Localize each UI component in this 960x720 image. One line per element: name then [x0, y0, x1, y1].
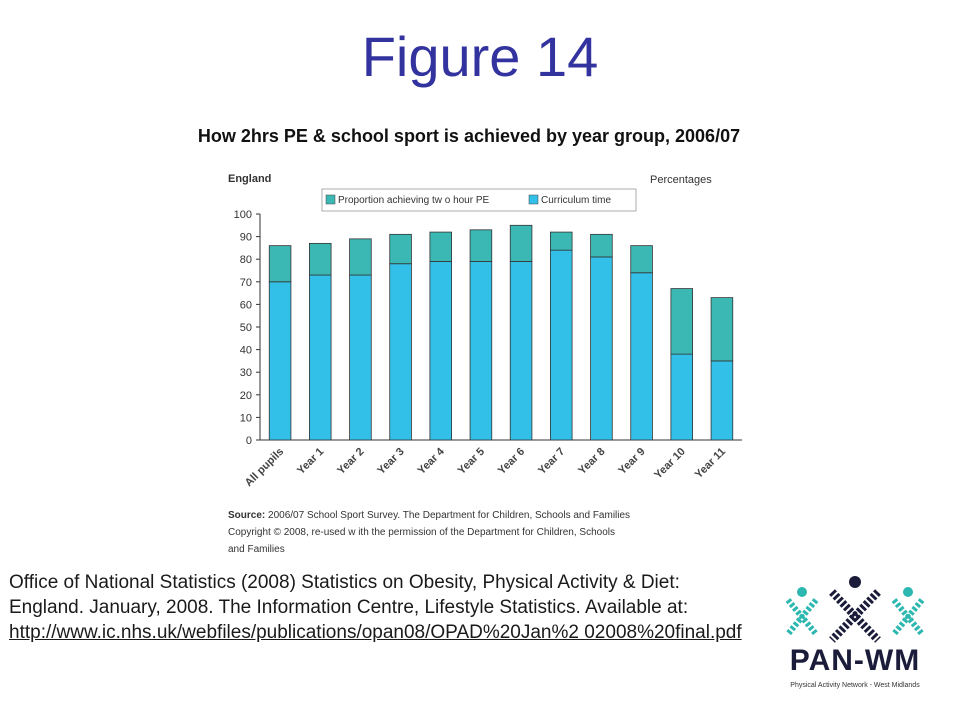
- slide-title: Figure 14: [361, 25, 599, 88]
- chart-caption: How 2hrs PE & school sport is achieved b…: [197, 126, 741, 146]
- bar-segment-two-hour-pe: [710, 297, 734, 362]
- x-tick-label: All pupils: [243, 446, 286, 489]
- logo-text: PAN-WM: [789, 644, 921, 677]
- y-tick-label: 20: [240, 390, 252, 402]
- citation-text: Office of National Statistics (2008) Sta…: [9, 572, 689, 618]
- x-tick-label: Year 3: [375, 446, 406, 477]
- x-tick-label: Year 7: [536, 446, 567, 477]
- bar-segment-curriculum-time: [268, 281, 292, 441]
- y-tick-label: 40: [240, 345, 252, 357]
- bar-segment-curriculum-time: [309, 274, 332, 441]
- x-tick-label: Year 6: [496, 446, 527, 477]
- y-tick-label: 60: [240, 299, 252, 311]
- chart-legend: Proportion achieving tw o hour PE Curric…: [321, 188, 637, 212]
- legend-swatch-two-hour-pe: [325, 194, 336, 205]
- units-label: Percentages: [650, 174, 712, 186]
- y-tick-label: 90: [240, 232, 252, 244]
- region-label: England: [228, 173, 271, 185]
- bar-segment-curriculum-time: [550, 249, 573, 441]
- x-tick-label: Year 5: [456, 446, 487, 477]
- y-tick-label: 80: [240, 254, 252, 266]
- x-tick-label: Year 2: [335, 446, 366, 477]
- y-tick-label: 100: [234, 209, 252, 221]
- y-tick-label: 0: [246, 435, 252, 447]
- logo-tagline: Physical Activity Network - West Midland…: [790, 682, 920, 689]
- bar-segment-two-hour-pe: [309, 242, 332, 276]
- bar-segment-curriculum-time: [509, 261, 533, 441]
- chart-source: Source: 2006/07 School Sport Survey. The…: [228, 510, 630, 521]
- stacked-bar-chart: England Percentages Proportion achieving…: [228, 173, 742, 555]
- source-text: 2006/07 School Sport Survey. The Departm…: [265, 510, 630, 521]
- bar-segment-curriculum-time: [590, 256, 613, 441]
- x-tick-label: Year 8: [576, 446, 607, 477]
- bar-segment-curriculum-time: [670, 353, 693, 441]
- x-tick-label: Year 10: [652, 446, 688, 482]
- bar-segment-two-hour-pe: [630, 245, 653, 274]
- bar-segment-two-hour-pe: [429, 231, 452, 262]
- y-tick-label: 70: [240, 277, 252, 289]
- chart-copyright-line-1: Copyright © 2008, re-used w ith the perm…: [228, 527, 615, 538]
- y-tick-label: 10: [240, 412, 252, 424]
- chart-copyright-line-2: and Families: [228, 544, 285, 555]
- bars: [268, 224, 734, 441]
- y-tick-label: 30: [240, 367, 252, 379]
- y-tick-label: 50: [240, 322, 252, 334]
- legend-swatch-curriculum-time: [528, 194, 539, 205]
- bar-segment-two-hour-pe: [550, 231, 573, 251]
- x-tick-label: Year 1: [295, 446, 326, 477]
- bar-segment-curriculum-time: [469, 261, 493, 441]
- bar-segment-curriculum-time: [389, 263, 412, 441]
- citation: Office of National Statistics (2008) Sta…: [9, 570, 749, 645]
- bar-segment-curriculum-time: [710, 360, 734, 441]
- source-label: Source:: [228, 510, 265, 521]
- bar-segment-two-hour-pe: [670, 288, 693, 355]
- y-axis: 0 10 20 30 40 50 60 70 80 90 100: [234, 209, 742, 447]
- bar-segment-two-hour-pe: [268, 245, 292, 283]
- bar-segment-two-hour-pe: [590, 233, 613, 258]
- bar-segment-two-hour-pe: [469, 229, 493, 262]
- legend-label-two-hour-pe: Proportion achieving tw o hour PE: [338, 195, 490, 206]
- citation-link[interactable]: http://www.ic.nhs.uk/webfiles/publicatio…: [9, 622, 742, 643]
- bar-segment-curriculum-time: [349, 274, 372, 441]
- pan-wm-logo: PAN-WM Physical Activity Network - West …: [780, 574, 940, 694]
- bar-segment-curriculum-time: [429, 261, 452, 441]
- legend-label-curriculum-time: Curriculum time: [541, 195, 611, 206]
- bar-segment-two-hour-pe: [509, 224, 533, 262]
- x-tick-label: Year 9: [616, 446, 647, 477]
- bar-segment-two-hour-pe: [349, 238, 372, 276]
- x-tick-label: Year 11: [693, 446, 728, 481]
- bar-segment-curriculum-time: [630, 272, 653, 441]
- bar-segment-two-hour-pe: [389, 233, 412, 265]
- x-tick-label: Year 4: [415, 445, 447, 477]
- pan-wm-logo-figures: [785, 576, 925, 643]
- x-axis: All pupils Year 1 Year 2 Year 3 Year 4 Year 5…: [243, 445, 728, 489]
